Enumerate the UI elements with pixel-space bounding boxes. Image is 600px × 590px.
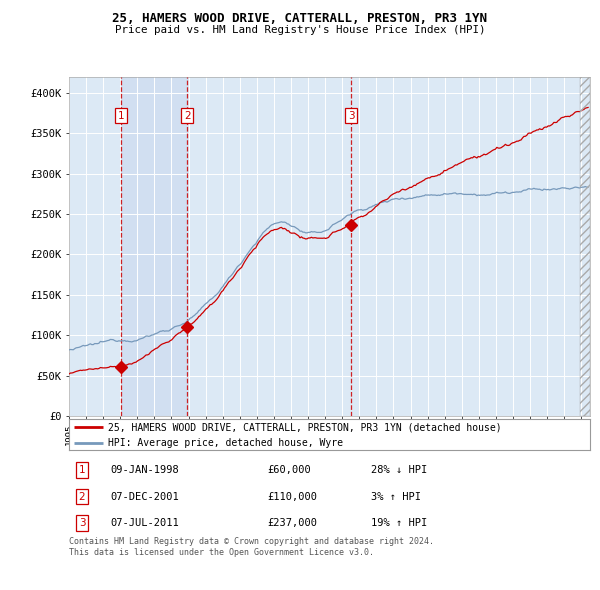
Text: 28% ↓ HPI: 28% ↓ HPI (371, 466, 427, 475)
Text: £237,000: £237,000 (267, 518, 317, 528)
Text: 09-JAN-1998: 09-JAN-1998 (110, 466, 179, 475)
Text: HPI: Average price, detached house, Wyre: HPI: Average price, detached house, Wyre (108, 438, 343, 448)
Text: £60,000: £60,000 (267, 466, 311, 475)
Text: 2: 2 (79, 491, 85, 502)
Text: 3: 3 (348, 111, 355, 121)
Text: 1: 1 (79, 466, 85, 475)
Text: 1: 1 (118, 111, 124, 121)
Text: 07-DEC-2001: 07-DEC-2001 (110, 491, 179, 502)
Text: 07-JUL-2011: 07-JUL-2011 (110, 518, 179, 528)
Text: 25, HAMERS WOOD DRIVE, CATTERALL, PRESTON, PR3 1YN (detached house): 25, HAMERS WOOD DRIVE, CATTERALL, PRESTO… (108, 422, 502, 432)
Text: £110,000: £110,000 (267, 491, 317, 502)
Text: This data is licensed under the Open Government Licence v3.0.: This data is licensed under the Open Gov… (69, 548, 374, 556)
Text: 19% ↑ HPI: 19% ↑ HPI (371, 518, 427, 528)
Bar (121, 77, 187, 416)
Text: Contains HM Land Registry data © Crown copyright and database right 2024.: Contains HM Land Registry data © Crown c… (69, 537, 434, 546)
Text: 25, HAMERS WOOD DRIVE, CATTERALL, PRESTON, PR3 1YN: 25, HAMERS WOOD DRIVE, CATTERALL, PRESTO… (113, 12, 487, 25)
Text: Price paid vs. HM Land Registry's House Price Index (HPI): Price paid vs. HM Land Registry's House … (115, 25, 485, 35)
Text: 3% ↑ HPI: 3% ↑ HPI (371, 491, 421, 502)
Text: 3: 3 (79, 518, 85, 528)
Text: 2: 2 (184, 111, 191, 121)
